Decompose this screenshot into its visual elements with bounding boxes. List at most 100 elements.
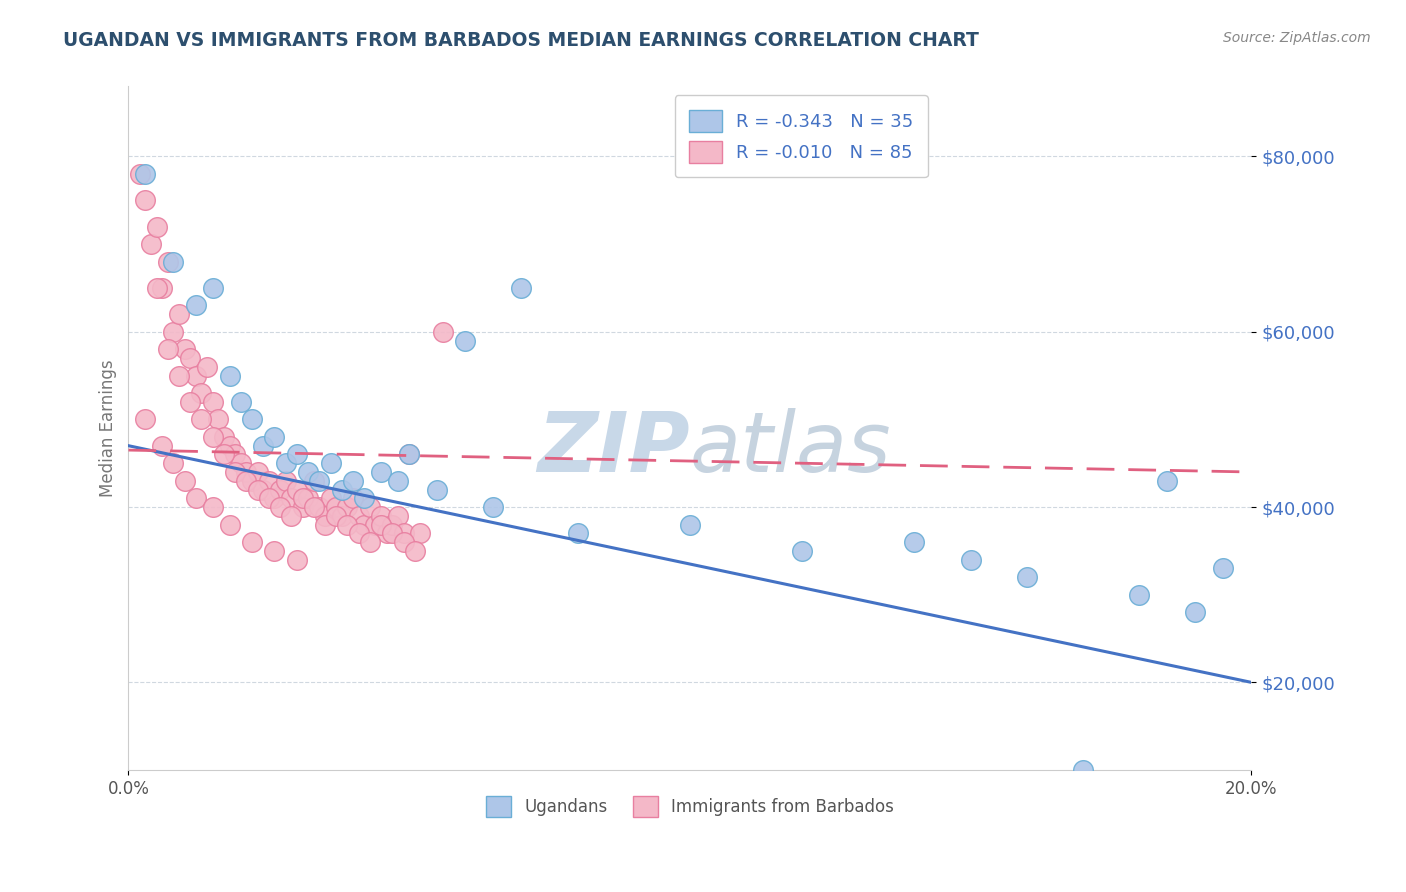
- Point: [134, 412, 156, 426]
- Point: [398, 447, 420, 461]
- Point: [387, 474, 409, 488]
- Point: [792, 544, 814, 558]
- Text: ZIP: ZIP: [537, 409, 690, 489]
- Point: [510, 281, 533, 295]
- Point: [404, 544, 426, 558]
- Point: [201, 500, 224, 514]
- Point: [235, 465, 257, 479]
- Point: [145, 281, 167, 295]
- Y-axis label: Median Earnings: Median Earnings: [100, 359, 117, 497]
- Point: [218, 368, 240, 383]
- Point: [246, 483, 269, 497]
- Point: [173, 343, 195, 357]
- Point: [218, 517, 240, 532]
- Point: [409, 526, 432, 541]
- Point: [184, 298, 207, 312]
- Point: [269, 483, 291, 497]
- Point: [1184, 605, 1206, 619]
- Point: [280, 508, 302, 523]
- Point: [319, 456, 342, 470]
- Point: [370, 517, 392, 532]
- Point: [179, 395, 201, 409]
- Point: [285, 552, 308, 566]
- Point: [257, 474, 280, 488]
- Point: [959, 552, 981, 566]
- Point: [212, 430, 235, 444]
- Point: [269, 500, 291, 514]
- Text: UGANDAN VS IMMIGRANTS FROM BARBADOS MEDIAN EARNINGS CORRELATION CHART: UGANDAN VS IMMIGRANTS FROM BARBADOS MEDI…: [63, 31, 979, 50]
- Point: [246, 465, 269, 479]
- Point: [156, 254, 179, 268]
- Point: [150, 439, 173, 453]
- Point: [679, 517, 702, 532]
- Point: [212, 447, 235, 461]
- Point: [392, 526, 415, 541]
- Point: [353, 491, 375, 506]
- Point: [240, 412, 263, 426]
- Point: [162, 456, 184, 470]
- Point: [1128, 588, 1150, 602]
- Point: [342, 474, 364, 488]
- Point: [285, 483, 308, 497]
- Point: [167, 307, 190, 321]
- Text: atlas: atlas: [690, 409, 891, 489]
- Point: [342, 491, 364, 506]
- Point: [274, 456, 297, 470]
- Point: [370, 465, 392, 479]
- Point: [308, 474, 330, 488]
- Point: [201, 281, 224, 295]
- Point: [426, 483, 449, 497]
- Point: [179, 351, 201, 365]
- Point: [375, 526, 398, 541]
- Point: [128, 167, 150, 181]
- Point: [381, 526, 404, 541]
- Point: [252, 483, 274, 497]
- Point: [381, 517, 404, 532]
- Point: [1156, 474, 1178, 488]
- Text: Source: ZipAtlas.com: Source: ZipAtlas.com: [1223, 31, 1371, 45]
- Point: [184, 491, 207, 506]
- Point: [263, 544, 285, 558]
- Point: [150, 281, 173, 295]
- Point: [190, 386, 212, 401]
- Point: [291, 491, 314, 506]
- Point: [145, 219, 167, 234]
- Point: [240, 474, 263, 488]
- Point: [139, 237, 162, 252]
- Point: [1015, 570, 1038, 584]
- Point: [302, 474, 325, 488]
- Point: [364, 517, 387, 532]
- Point: [167, 368, 190, 383]
- Legend: Ugandans, Immigrants from Barbados: Ugandans, Immigrants from Barbados: [479, 789, 900, 823]
- Point: [1071, 763, 1094, 777]
- Point: [336, 517, 359, 532]
- Point: [432, 325, 454, 339]
- Point: [201, 395, 224, 409]
- Point: [285, 447, 308, 461]
- Point: [392, 535, 415, 549]
- Point: [482, 500, 505, 514]
- Point: [314, 517, 336, 532]
- Point: [207, 412, 229, 426]
- Point: [347, 526, 370, 541]
- Point: [330, 508, 353, 523]
- Point: [330, 483, 353, 497]
- Point: [274, 474, 297, 488]
- Point: [387, 508, 409, 523]
- Point: [162, 325, 184, 339]
- Point: [325, 500, 347, 514]
- Point: [156, 343, 179, 357]
- Point: [398, 447, 420, 461]
- Point: [162, 254, 184, 268]
- Point: [314, 508, 336, 523]
- Point: [347, 508, 370, 523]
- Point: [173, 474, 195, 488]
- Point: [229, 395, 252, 409]
- Point: [359, 500, 381, 514]
- Point: [195, 359, 218, 374]
- Point: [184, 368, 207, 383]
- Point: [134, 167, 156, 181]
- Point: [190, 412, 212, 426]
- Point: [297, 491, 319, 506]
- Point: [302, 500, 325, 514]
